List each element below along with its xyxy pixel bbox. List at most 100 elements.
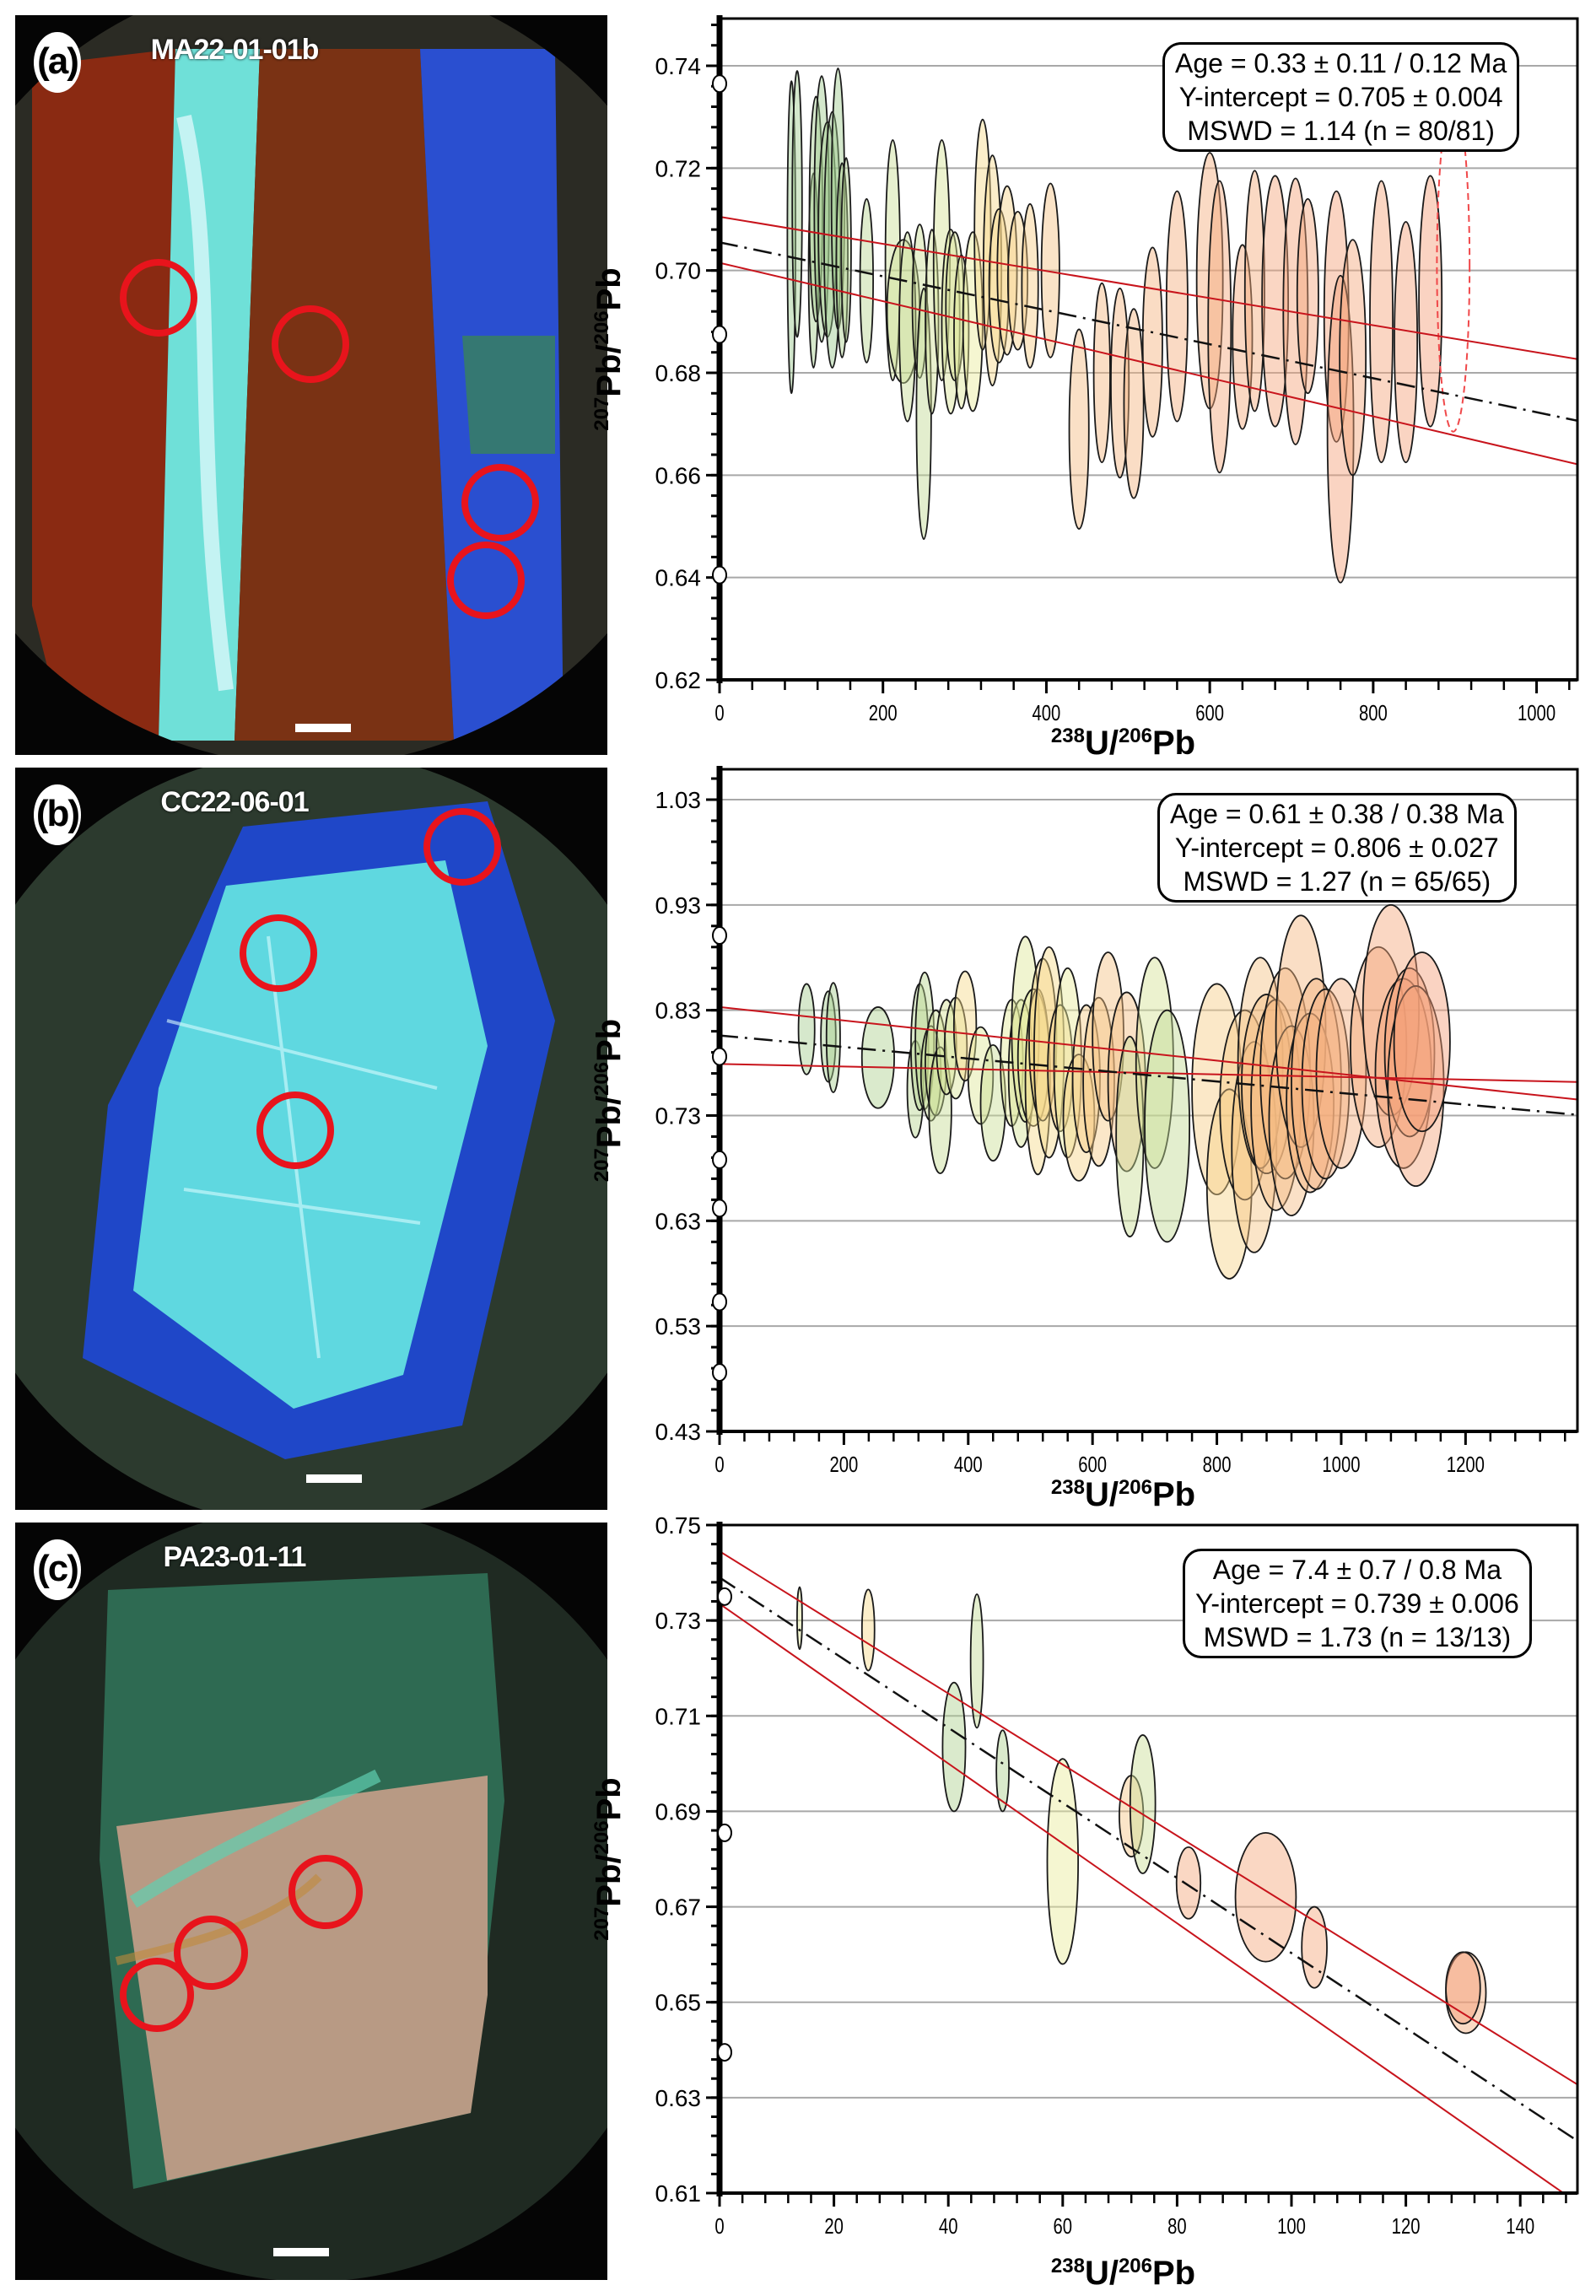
data-ellipse bbox=[860, 1588, 876, 1672]
data-ellipse bbox=[813, 75, 830, 343]
data-ellipse bbox=[1046, 1758, 1080, 1965]
data-ellipse bbox=[884, 139, 901, 381]
data-ellipse bbox=[988, 208, 1010, 364]
stats-box-c: Age = 7.4 ± 0.7 / 0.8 Ma Y-intercept = 0… bbox=[1183, 1549, 1532, 1658]
y-tick-label: 0.93 bbox=[655, 892, 702, 919]
mswd-text: MSWD = 1.27 (n = 65/65) bbox=[1183, 866, 1491, 897]
data-ellipse bbox=[1123, 308, 1145, 499]
y-label-sup: 206 bbox=[590, 310, 613, 344]
stats-box-b: Age = 0.61 ± 0.38 / 0.38 Ma Y-intercept … bbox=[1157, 793, 1517, 903]
data-ellipse bbox=[791, 70, 803, 338]
y-tick-label: 0.70 bbox=[655, 258, 702, 284]
axis-intercept-marker bbox=[712, 1199, 727, 1218]
x-axis-label: 238U/206Pb bbox=[1051, 2255, 1195, 2292]
data-ellipse bbox=[786, 80, 796, 395]
data-ellipse bbox=[1141, 246, 1163, 438]
y-tick-label: 0.72 bbox=[655, 155, 702, 181]
error-envelope-lower bbox=[720, 261, 1577, 466]
data-ellipse bbox=[935, 999, 957, 1096]
x-tick-label: 80 bbox=[1167, 2214, 1187, 2239]
axis-intercept-marker bbox=[712, 1363, 727, 1382]
x-tick-label: 140 bbox=[1506, 2214, 1534, 2239]
error-envelope-upper bbox=[720, 215, 1577, 360]
x-tick-label: 1200 bbox=[1447, 1453, 1485, 1477]
axis-intercept-marker bbox=[712, 926, 727, 946]
data-ellipse bbox=[1259, 967, 1312, 1180]
y-tick-label: 0.66 bbox=[655, 462, 702, 488]
y-tick-label: 0.64 bbox=[655, 565, 702, 591]
data-ellipse bbox=[1024, 988, 1051, 1176]
data-ellipse bbox=[1275, 914, 1327, 1148]
data-ellipse bbox=[1129, 1734, 1157, 1874]
x-tick-label: 0 bbox=[714, 2214, 724, 2239]
intercept-text: Y-intercept = 0.806 ± 0.027 bbox=[1174, 833, 1499, 863]
y-tick-label: 0.73 bbox=[655, 1103, 702, 1129]
age-text: Age = 0.33 ± 0.11 / 0.12 Ma bbox=[1175, 48, 1507, 78]
x-tick-label: 40 bbox=[939, 2214, 958, 2239]
x-label-sup: 206 bbox=[1119, 2255, 1152, 2277]
y-axis-label: 207Pb/206Pb bbox=[590, 267, 628, 430]
regression-line bbox=[720, 1034, 1577, 1116]
intercept-text: Y-intercept = 0.739 ± 0.006 bbox=[1195, 1588, 1519, 1619]
y-tick-label: 0.69 bbox=[655, 1798, 702, 1824]
y-tick-label: 0.67 bbox=[655, 1894, 702, 1921]
x-label-sup: 238 bbox=[1051, 2255, 1085, 2277]
sample-name-c: PA23-01-11 bbox=[163, 1541, 307, 1573]
data-ellipse bbox=[1234, 1831, 1297, 1963]
data-ellipse bbox=[941, 1681, 967, 1813]
y-tick-label: 0.65 bbox=[655, 1990, 702, 2016]
y-label-text: Pb bbox=[590, 1019, 628, 1062]
data-ellipse bbox=[1144, 1009, 1191, 1243]
x-label-text: Pb bbox=[1152, 725, 1195, 762]
x-label-text: U/ bbox=[1085, 1476, 1119, 1513]
sample-photo-b: (b) CC22-06-01 bbox=[15, 768, 607, 1510]
axis-intercept-marker bbox=[712, 1150, 727, 1169]
data-ellipse bbox=[1296, 197, 1319, 395]
y-label-sup: 206 bbox=[590, 1820, 613, 1854]
ellipse-group bbox=[720, 1550, 1577, 2193]
data-ellipse bbox=[1394, 221, 1419, 464]
data-ellipse bbox=[1301, 988, 1351, 1180]
sample-photo-c: (c) PA23-01-11 bbox=[15, 1523, 607, 2280]
data-ellipse bbox=[1261, 175, 1290, 428]
data-ellipse bbox=[1175, 1846, 1202, 1920]
data-ellipse bbox=[835, 162, 849, 358]
data-ellipse bbox=[1301, 1905, 1328, 1989]
y-tick-label: 0.75 bbox=[655, 1512, 702, 1539]
x-label-sup: 238 bbox=[1051, 725, 1085, 747]
x-tick-label: 800 bbox=[1359, 701, 1388, 725]
x-tick-label: 1000 bbox=[1518, 701, 1556, 725]
data-ellipse bbox=[1418, 175, 1443, 428]
sample-name-b: CC22-06-01 bbox=[160, 786, 309, 818]
x-tick-label: 400 bbox=[954, 1453, 983, 1477]
y-axis-label: 207Pb/206Pb bbox=[590, 1777, 628, 1940]
x-tick-label: 600 bbox=[1078, 1453, 1107, 1477]
data-ellipse bbox=[1232, 244, 1254, 430]
y-label-sup: 206 bbox=[590, 1062, 613, 1096]
analysis-spot-circle bbox=[120, 1958, 194, 2032]
analysis-spot-circle bbox=[272, 305, 349, 383]
data-ellipse bbox=[1445, 1951, 1481, 2025]
data-ellipse bbox=[1092, 951, 1124, 1122]
y-label-text: Pb/ bbox=[590, 1854, 628, 1906]
y-tick-label: 1.03 bbox=[655, 787, 702, 813]
data-ellipse bbox=[1207, 180, 1232, 474]
intercept-text: Y-intercept = 0.705 ± 0.004 bbox=[1178, 82, 1503, 112]
ellipse-group bbox=[720, 903, 1577, 1280]
error-envelope-upper bbox=[720, 1550, 1577, 2086]
y-tick-label: 0.74 bbox=[655, 53, 702, 79]
analysis-spot-circle bbox=[447, 542, 525, 619]
y-label-sup: 207 bbox=[590, 1148, 613, 1182]
chart-a: 0.62 0.64 0.66 0.68 0.70 0.72 0.74 0 200 400 600 80… bbox=[590, 15, 1579, 762]
chart-c: 0.61 0.63 0.65 0.67 0.69 0.71 0.73 0.75 0 20 40 60 8… bbox=[590, 1512, 1579, 2292]
data-ellipse bbox=[1393, 951, 1451, 1133]
axis-intercept-marker bbox=[717, 1587, 732, 1606]
data-ellipse bbox=[1250, 999, 1302, 1211]
y-label-text: Pb bbox=[590, 267, 628, 310]
data-ellipse bbox=[796, 1586, 803, 1650]
data-ellipse bbox=[1021, 202, 1039, 369]
scale-bar bbox=[273, 2248, 329, 2256]
panel-label-c: (c) bbox=[34, 1539, 81, 1600]
panel-label-b: (b) bbox=[34, 784, 81, 845]
